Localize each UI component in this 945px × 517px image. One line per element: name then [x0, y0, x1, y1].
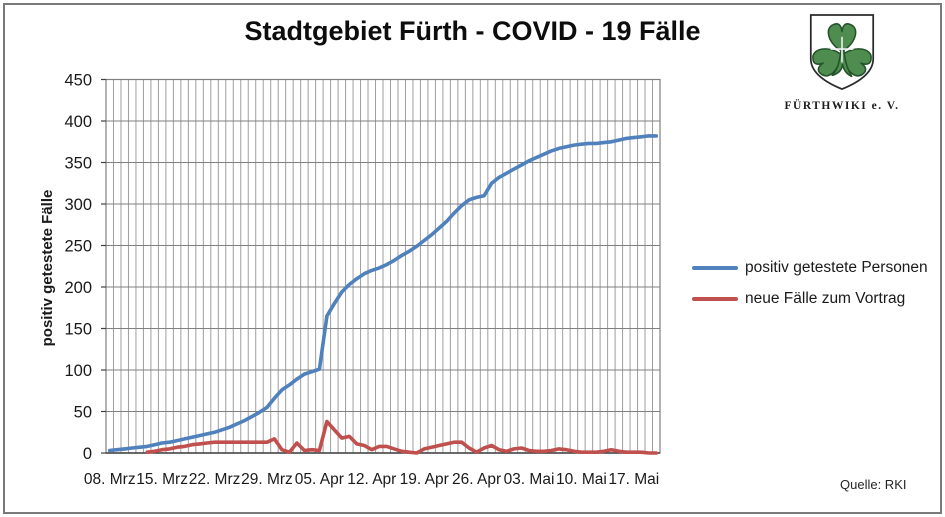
clover-shield-icon [809, 14, 875, 90]
source-note: Quelle: RKI [840, 477, 907, 492]
x-axis-tick-label: 26. Apr [452, 471, 501, 488]
x-axis-tick-label: 29. Mrz [241, 471, 293, 488]
legend-swatch-newcases [692, 297, 738, 301]
y-axis-tick-label: 0 [83, 445, 92, 463]
y-axis-tick-label: 100 [64, 362, 92, 380]
legend-item-newcases: neue Fälle zum Vortrag [692, 287, 928, 311]
x-axis-tick-label: 22. Mrz [189, 471, 241, 488]
legend-label-newcases: neue Fälle zum Vortrag [745, 290, 906, 307]
fuerthwiki-logo: FÜRTHWIKI e. V. [780, 12, 904, 112]
x-axis-tick-label: 08. Mrz [84, 471, 136, 488]
y-axis-tick-label: 300 [64, 196, 92, 214]
y-axis-tick-label: 200 [64, 279, 92, 297]
page-frame [3, 3, 942, 514]
y-axis-tick-label: 400 [64, 113, 92, 131]
series-line-newcases [145, 419, 659, 455]
x-axis-tick-label: 17. Mai [608, 471, 659, 488]
y-axis-tick-label: 450 [64, 72, 92, 90]
y-axis-tick-label: 150 [64, 321, 92, 339]
x-axis-tick-label: 19. Apr [400, 471, 449, 488]
legend-swatch-positive [692, 266, 738, 270]
legend-label-positive: positiv getestete Personen [745, 259, 928, 276]
logo-caption: FÜRTHWIKI e. V. [784, 100, 900, 112]
x-axis-tick-label: 15. Mrz [136, 471, 188, 488]
x-axis-tick-label: 10. Mai [556, 471, 607, 488]
legend: positiv getestete Personen neue Fälle zu… [692, 256, 928, 318]
x-axis-tick-label: 12. Apr [347, 471, 396, 488]
y-axis-tick-label: 350 [64, 155, 92, 173]
legend-item-positive: positiv getestete Personen [692, 256, 928, 280]
series-line-positive [107, 134, 659, 453]
x-axis-tick-label: 05. Apr [295, 471, 344, 488]
y-axis-tick-label: 50 [74, 404, 92, 422]
chart-title: Stadtgebiet Fürth - COVID - 19 Fälle [244, 16, 701, 46]
y-axis-tick-label: 250 [64, 238, 92, 256]
x-axis-tick-label: 03. Mai [504, 471, 555, 488]
